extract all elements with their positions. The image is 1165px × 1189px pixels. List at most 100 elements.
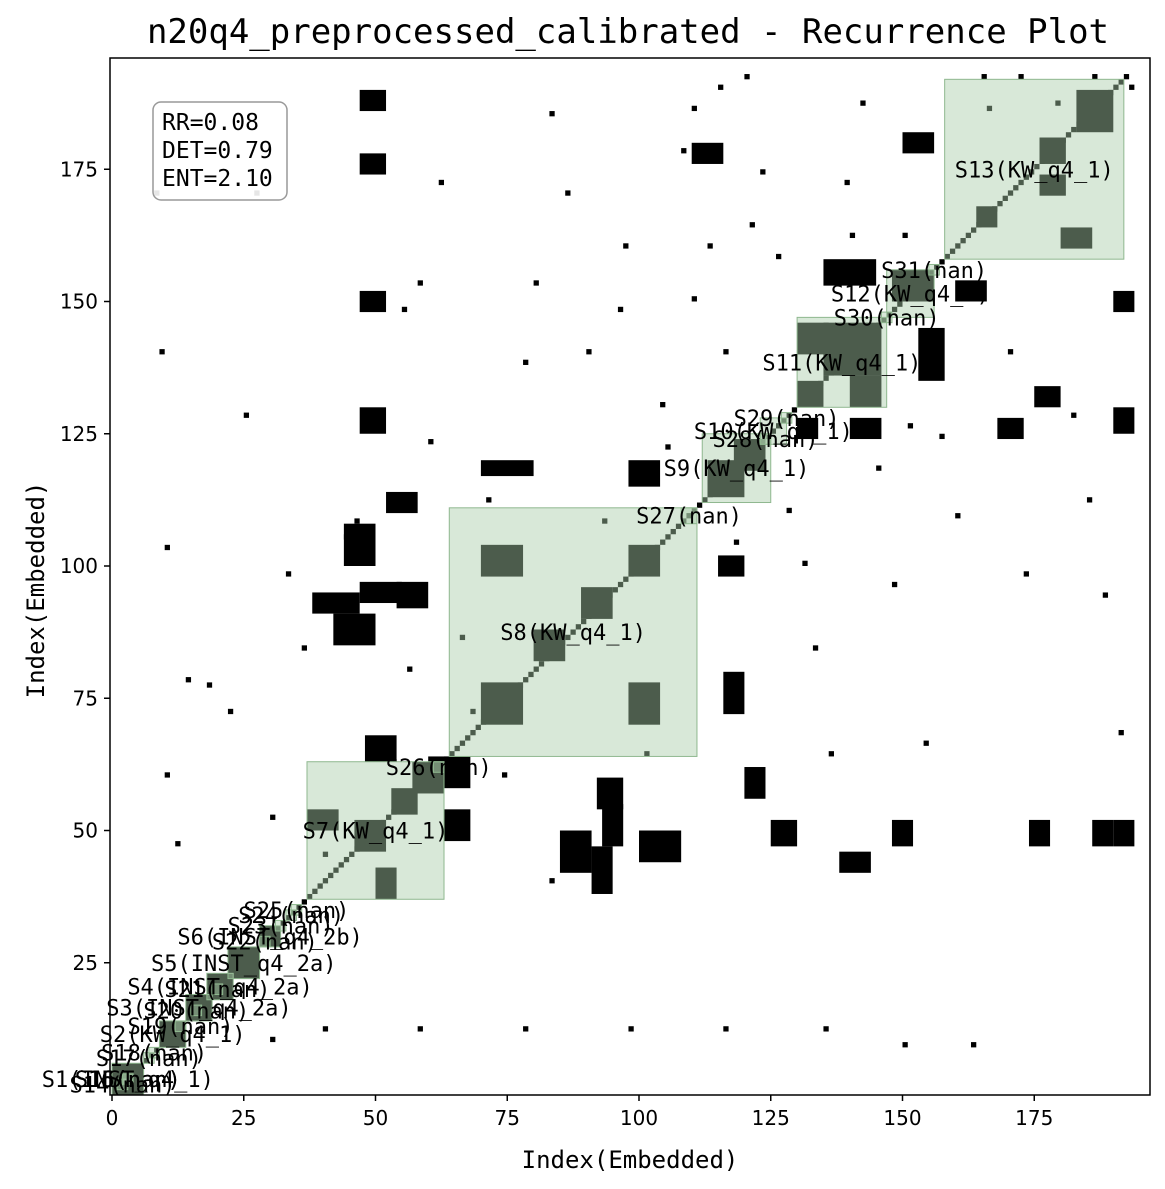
diagonal-cell-115 (718, 481, 724, 487)
segment-label-14: S15(nan) (75, 1068, 181, 1093)
recurrence-block-50 (997, 417, 1024, 440)
recurrence-block-44 (1113, 407, 1135, 434)
recurrence-block-49 (849, 417, 882, 440)
diagonal-cell-188 (1102, 95, 1109, 101)
recurrence-block-32 (797, 322, 829, 355)
recurrence-point-38 (760, 169, 766, 175)
y-tick-label-1: 50 (73, 819, 98, 843)
diagonal-cell-106 (670, 528, 676, 535)
recurrence-point-40 (786, 507, 792, 514)
recurrence-block-45 (1113, 290, 1135, 313)
recurrence-block-41 (1028, 819, 1051, 847)
recurrence-block-30 (602, 804, 624, 847)
recurrence-point-10 (285, 571, 292, 577)
segment-label-25: S26(nan) (386, 756, 492, 781)
diagonal-cell-8 (154, 1047, 160, 1053)
recurrence-point-74 (549, 878, 555, 884)
diagonal-cell-45 (349, 851, 355, 857)
segment-region-24 (290, 904, 303, 916)
chart-title: n20q4_preprocessed_calibrated - Recurren… (147, 12, 1109, 52)
recurrence-point-66 (523, 1026, 529, 1032)
recurrence-block-51 (1034, 386, 1061, 408)
recurrence-point-44 (844, 179, 850, 186)
diagonal-cell-146 (881, 317, 887, 323)
diagonal-cell-12 (175, 1026, 181, 1032)
recurrence-point-82 (981, 74, 987, 80)
diagonal-cell-53 (391, 809, 397, 815)
diagonal-cell-122 (754, 444, 761, 450)
diagonal-cell-63 (444, 756, 450, 762)
recurrence-point-48 (907, 423, 914, 429)
segment-label-23: S24(nan) (238, 904, 344, 929)
recurrence-point-29 (623, 243, 629, 249)
recurrence-block-63 (333, 613, 376, 646)
segment-region-18 (174, 1020, 187, 1033)
diagonal-cell-158 (944, 253, 950, 260)
diagonal-cell-89 (581, 618, 587, 625)
diagonal-cell-82 (544, 655, 550, 662)
recurrence-point-2 (164, 544, 170, 551)
diagonal-cell-97 (623, 576, 629, 582)
diagonal-cell-120 (744, 454, 750, 461)
recurrence-point-13 (343, 534, 350, 540)
recurrence-point-5 (175, 841, 181, 847)
recurrence-block-46 (744, 767, 766, 799)
diagonal-cell-1 (117, 1084, 123, 1090)
diagonal-cell-93 (602, 597, 608, 604)
diagonal-cell-182 (1071, 126, 1077, 133)
diagonal-cell-136 (828, 370, 834, 376)
diagonal-cell-29 (264, 936, 271, 942)
recurrence-block-26 (375, 867, 397, 900)
stat-det: DET=0.79 (162, 138, 273, 164)
recurrence-point-1 (164, 772, 170, 778)
recurrence-point-57 (1055, 100, 1061, 106)
diagonal-cell-117 (728, 470, 734, 477)
recurrence-block-59 (312, 592, 360, 614)
segment-label-8: S9(KW_q4_1) (664, 457, 810, 482)
recurrence-point-76 (660, 402, 666, 408)
segment-region-17 (148, 1046, 160, 1059)
recurrence-block-48 (797, 417, 819, 440)
diagonal-cell-56 (407, 793, 413, 799)
diagonal-cell-58 (417, 782, 423, 789)
recurrence-point-56 (1039, 179, 1045, 186)
segment-label-30: S31(nan) (881, 259, 987, 284)
x-tick-label-5: 125 (752, 1106, 790, 1130)
stats-box: RR=0.08 DET=0.79 ENT=2.10 (152, 101, 288, 201)
diagonal-cell-157 (939, 259, 945, 265)
diagonal-cell-111 (696, 502, 703, 508)
recurrence-point-70 (902, 1042, 908, 1048)
diagonal-cell-92 (596, 603, 603, 609)
recurrence-point-58 (1071, 412, 1077, 418)
diagonal-cell-132 (807, 391, 813, 397)
diagonal-cell-110 (691, 507, 697, 514)
diagonal-cell-31 (275, 925, 281, 932)
recurrence-point-49 (923, 740, 929, 746)
recurrence-block-34 (823, 259, 877, 286)
segment-label-1: S2(KW_q4_1) (100, 1023, 246, 1048)
diagonal-cell-27 (254, 946, 260, 953)
diagonal-cell-160 (955, 243, 961, 249)
recurrence-block-38 (359, 153, 387, 175)
diagonal-cell-101 (644, 555, 650, 561)
recurrence-point-9 (270, 814, 276, 820)
segment-regions (111, 78, 1125, 1096)
x-tick-label-2: 50 (363, 1106, 388, 1130)
diagonal-cell-139 (844, 354, 850, 360)
recurrence-point-12 (322, 851, 329, 857)
recurrence-block-42 (1092, 819, 1114, 847)
recurrence-block-58 (628, 460, 661, 487)
diagonal-cell-175 (1034, 163, 1040, 170)
recurrence-point-31 (665, 444, 671, 450)
diagonal-cell-5 (138, 1063, 144, 1069)
recurrence-point-59 (1086, 497, 1093, 503)
diagonal-cell-73 (496, 703, 502, 709)
recurrence-point-64 (322, 1026, 329, 1032)
diagonal-cell-168 (997, 200, 1003, 207)
recurrence-point-23 (523, 359, 529, 365)
segment-region-2 (185, 993, 213, 1022)
diagonal-cell-129 (791, 407, 798, 413)
diagonal-cell-185 (1086, 111, 1093, 117)
diagonal-cell-176 (1039, 158, 1045, 164)
segment-region-9 (759, 417, 788, 445)
